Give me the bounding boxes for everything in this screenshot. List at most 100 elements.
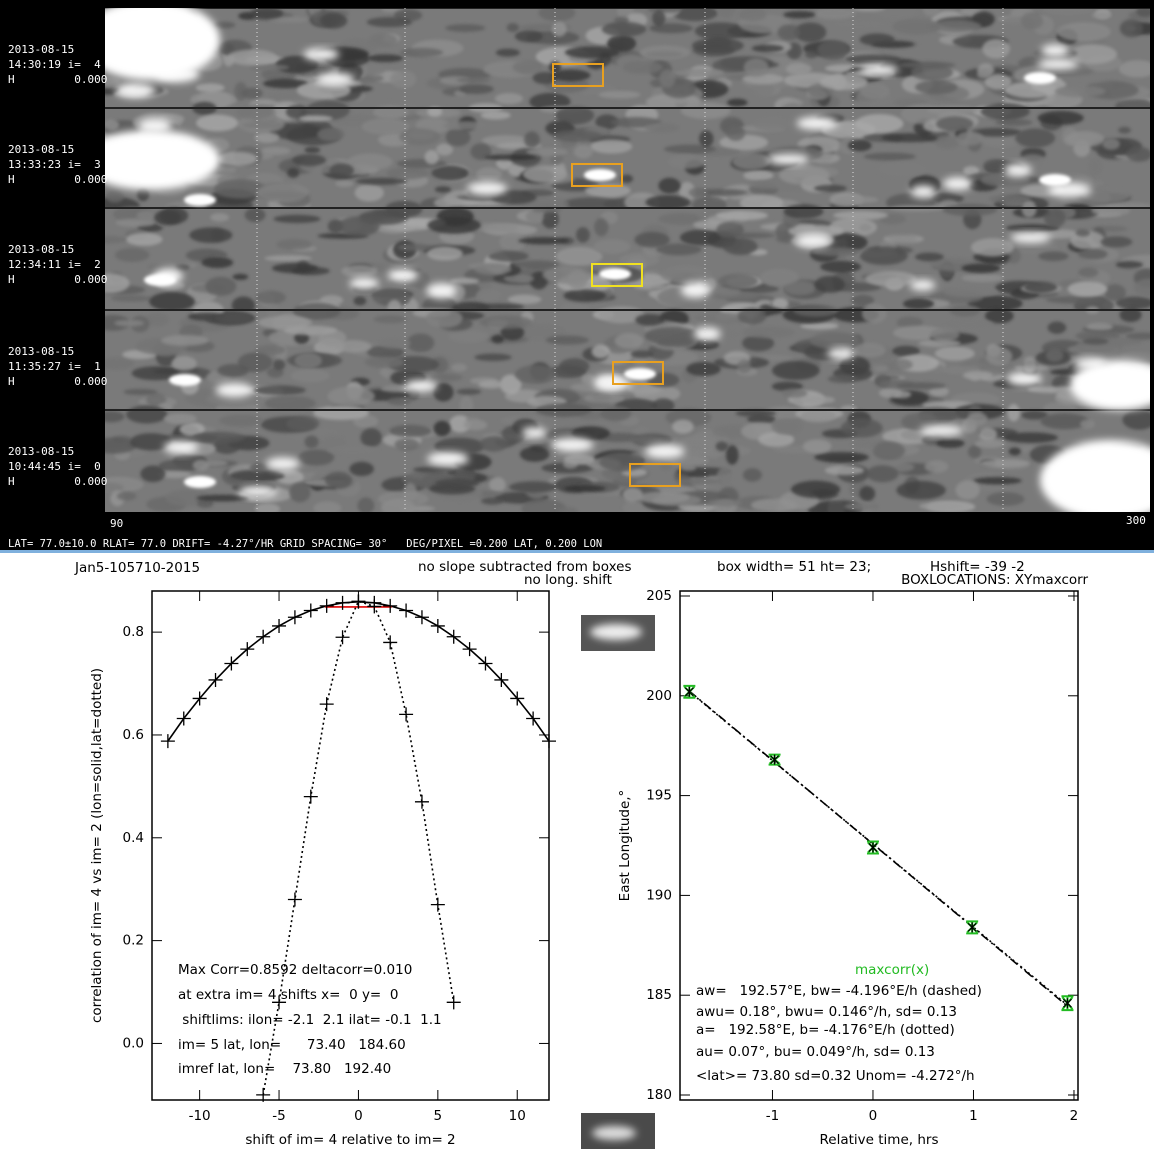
- texture: [137, 187, 150, 202]
- point-marker: [160, 734, 175, 749]
- texture: [355, 177, 408, 185]
- texture: [601, 21, 647, 37]
- plot-area: [688, 690, 1068, 1007]
- bright-feature: [163, 440, 199, 455]
- texture: [827, 374, 857, 384]
- texture: [289, 482, 311, 503]
- texture: [562, 197, 618, 210]
- plot-frame: [151, 590, 550, 1101]
- texture: [1045, 296, 1101, 304]
- texture: [1067, 281, 1108, 297]
- x-tick-label: 10: [509, 1108, 526, 1124]
- bright-feature: [169, 374, 201, 386]
- y-tick-label: 0.2: [123, 933, 144, 949]
- texture: [893, 390, 912, 399]
- texture: [727, 98, 748, 107]
- point-marker: [335, 630, 350, 645]
- separator: [0, 550, 1154, 553]
- x-tick-label: 2: [1070, 1108, 1079, 1124]
- texture: [961, 273, 1004, 282]
- texture: [508, 163, 526, 177]
- texture: [1068, 44, 1118, 65]
- texture: [652, 9, 666, 27]
- point-marker: [478, 656, 493, 671]
- annotation: Max Corr=0.8592 deltacorr=0.010: [178, 962, 412, 978]
- texture: [232, 273, 249, 281]
- bright-feature: [265, 457, 300, 471]
- texture: [855, 114, 904, 134]
- texture: [513, 324, 567, 341]
- chart-title: BOXLOCATIONS: XYmaxcorr: [901, 572, 1088, 588]
- texture: [809, 331, 859, 349]
- texture: [658, 177, 681, 194]
- point-marker: [1062, 998, 1072, 1009]
- texture: [114, 319, 145, 327]
- texture: [499, 231, 526, 252]
- texture: [227, 49, 278, 66]
- point-marker: [399, 707, 414, 722]
- texture: [1118, 60, 1150, 78]
- panel-time: 11:35:27 i= 1: [8, 360, 101, 373]
- point-marker: [684, 686, 694, 697]
- point-marker: [967, 922, 977, 933]
- texture: [881, 133, 938, 143]
- texture: [644, 123, 680, 133]
- bright-feature: [919, 425, 964, 436]
- texture: [292, 154, 327, 167]
- texture: [256, 182, 310, 203]
- bright-feature: [795, 234, 832, 248]
- texture: [779, 103, 806, 119]
- texture: [361, 118, 409, 135]
- texture: [235, 104, 273, 120]
- texture: [459, 84, 494, 94]
- texture: [294, 352, 322, 369]
- point-marker: [272, 618, 287, 633]
- y-tick-label: 200: [646, 688, 672, 704]
- texture: [389, 424, 432, 438]
- texture: [967, 412, 988, 426]
- texture: [260, 146, 291, 155]
- texture: [474, 263, 512, 275]
- texture: [442, 121, 491, 131]
- texture: [915, 80, 958, 95]
- texture: [217, 364, 249, 377]
- texture: [507, 294, 542, 305]
- texture: [551, 69, 591, 82]
- texture: [955, 480, 980, 500]
- texture: [1044, 67, 1094, 76]
- texture: [479, 436, 508, 452]
- texture: [742, 326, 795, 339]
- texture: [1125, 332, 1150, 340]
- tracking-box: [552, 63, 604, 87]
- bright-feature: [184, 476, 216, 488]
- texture: [538, 8, 576, 22]
- texture: [1122, 410, 1150, 430]
- tracking-boxes: [552, 63, 681, 487]
- y-tick-label: 185: [646, 987, 672, 1003]
- texture: [136, 210, 157, 222]
- point-marker: [494, 672, 509, 687]
- texture: [129, 433, 172, 451]
- point-marker: [383, 635, 398, 650]
- texture: [476, 167, 502, 182]
- texture: [833, 19, 885, 29]
- texture: [678, 181, 696, 202]
- texture: [125, 232, 163, 246]
- bright-feature: [137, 118, 172, 134]
- texture: [349, 461, 374, 477]
- texture: [327, 386, 375, 407]
- bright-feature: [521, 427, 547, 439]
- bright-feature: [942, 177, 973, 190]
- texture: [1021, 410, 1048, 420]
- x-tick-label: -10: [189, 1108, 211, 1124]
- texture: [699, 130, 714, 148]
- texture: [526, 147, 568, 157]
- texture: [1054, 85, 1106, 98]
- texture: [445, 128, 471, 147]
- texture: [196, 114, 239, 132]
- texture: [254, 503, 281, 512]
- texture: [1008, 447, 1021, 456]
- texture: [1091, 11, 1112, 19]
- texture: [244, 207, 266, 223]
